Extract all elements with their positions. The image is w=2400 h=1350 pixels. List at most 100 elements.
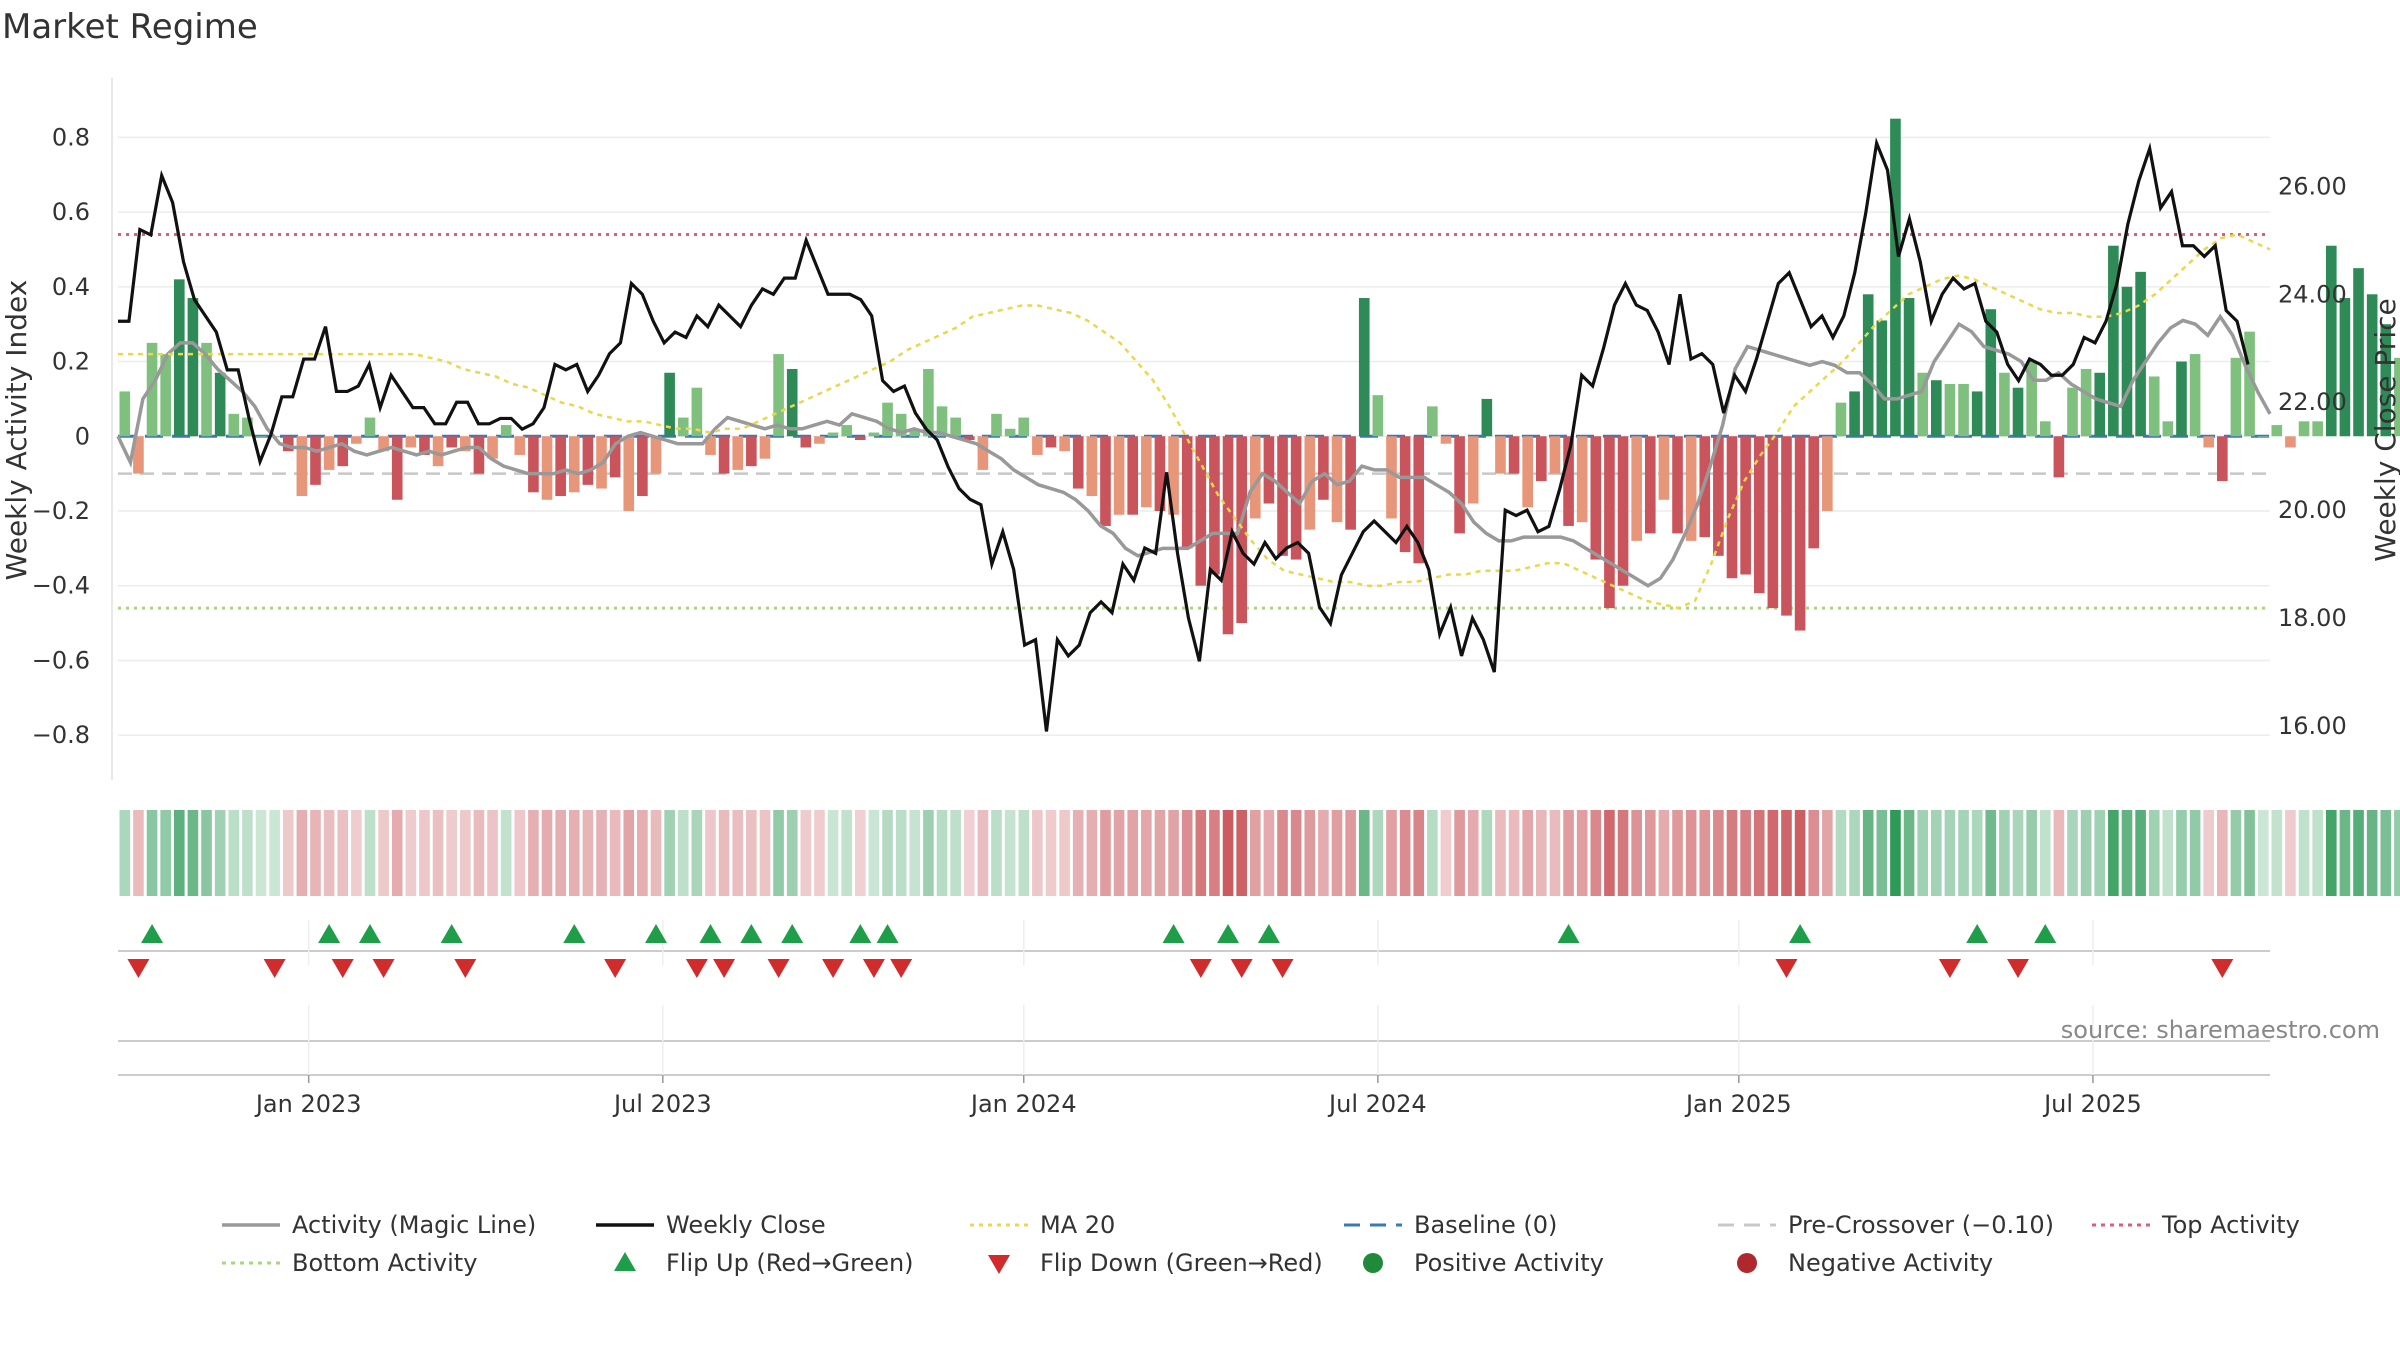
activity-bar: [868, 432, 880, 437]
legend-entry: Bottom Activity: [222, 1249, 477, 1277]
regime-cell: [2121, 810, 2133, 896]
activity-bar: [419, 436, 430, 455]
regime-cell: [2026, 810, 2037, 896]
regime-cell: [1018, 810, 1030, 896]
regime-cell: [1862, 810, 1874, 896]
activity-bar: [528, 436, 539, 493]
activity-bar: [582, 436, 594, 485]
activity-bar: [146, 342, 158, 437]
regime-cell: [541, 810, 553, 896]
flip-up-marker: [1257, 924, 1280, 943]
regime-cell: [2039, 810, 2051, 896]
activity-bar: [323, 436, 335, 470]
activity-bar: [2080, 369, 2092, 437]
activity-bar: [1072, 436, 1084, 489]
y-tick-label: −0.4: [32, 572, 90, 600]
activity-bar: [1903, 298, 1915, 437]
regime-cell: [2312, 810, 2323, 896]
y-tick-label: 0.6: [52, 198, 90, 226]
regime-cell: [1617, 810, 1629, 896]
activity-bar: [1440, 436, 1452, 444]
regime-cell: [1358, 810, 1370, 896]
source-label: source: sharemaestro.com: [2061, 1016, 2380, 1044]
x-tick-label: Jan 2024: [969, 1090, 1077, 1118]
activity-bar: [1059, 436, 1070, 452]
activity-bar: [2121, 286, 2133, 437]
regime-cell: [637, 810, 648, 896]
activity-bar: [2366, 294, 2378, 437]
activity-bar: [2380, 324, 2392, 437]
flip-up-marker: [781, 924, 804, 943]
regime-cell: [677, 810, 689, 896]
regime-cell: [1277, 810, 1288, 896]
regime-cell: [909, 810, 921, 896]
activity-bar: [1127, 436, 1139, 515]
activity-bar: [1209, 436, 1220, 575]
y2-tick-label: 26.00: [2278, 172, 2347, 200]
activity-bar: [1753, 436, 1765, 594]
flip-down-marker: [1775, 959, 1798, 978]
activity-bar: [1386, 436, 1397, 519]
legend-label: Activity (Magic Line): [292, 1211, 536, 1239]
regime-cell: [391, 810, 403, 896]
activity-bar: [500, 425, 512, 437]
y-tick-label: 0.8: [52, 123, 90, 151]
regime-cell: [2271, 810, 2283, 896]
activity-bar: [2012, 387, 2024, 437]
regime-cell: [800, 810, 812, 896]
regime-cell: [2203, 810, 2215, 896]
activity-bar: [228, 413, 240, 437]
regime-cell: [405, 810, 417, 896]
activity-bar: [1617, 436, 1629, 586]
regime-cell: [1631, 810, 1642, 896]
legend-entry: Weekly Close: [596, 1211, 826, 1239]
flip-down-marker: [1271, 959, 1294, 978]
flip-up-marker: [2034, 924, 2057, 943]
regime-cell: [255, 810, 267, 896]
regime-cell: [1318, 810, 1329, 896]
activity-bar: [1808, 436, 1820, 549]
flip-up-marker: [849, 924, 872, 943]
regime-cell: [1835, 810, 1847, 896]
regime-cell: [1072, 810, 1084, 896]
regime-cell: [991, 810, 1002, 896]
regime-cell: [705, 810, 716, 896]
activity-bar: [1944, 383, 1956, 437]
regime-cell: [378, 810, 389, 896]
regime-cell: [2162, 810, 2174, 896]
flip-up-marker: [699, 924, 722, 943]
activity-bar: [732, 436, 744, 470]
regime-cell: [1113, 810, 1125, 896]
regime-cell: [432, 810, 444, 896]
activity-bar: [637, 436, 648, 497]
activity-bar: [1958, 383, 1969, 437]
flip-down-marker: [1230, 959, 1253, 978]
activity-bar: [2257, 436, 2269, 438]
regime-cell: [528, 810, 539, 896]
regime-cell: [2380, 810, 2392, 896]
activity-bar: [173, 279, 185, 437]
regime-cell: [2285, 810, 2296, 896]
activity-bar: [405, 436, 417, 448]
regime-cell: [2339, 810, 2351, 896]
y-tick-label: −0.2: [32, 497, 90, 525]
regime-cell: [555, 810, 566, 896]
activity-bar: [1604, 436, 1615, 609]
legend-label: Negative Activity: [1788, 1249, 1993, 1277]
activity-bar: [187, 298, 199, 437]
activity-bar: [1427, 406, 1438, 437]
regime-cell: [691, 810, 703, 896]
activity-bar: [2394, 357, 2400, 437]
regime-cell: [2108, 810, 2119, 896]
regime-cell: [351, 810, 362, 896]
activity-bar: [364, 417, 376, 437]
legend-entry: Top Activity: [2092, 1211, 2300, 1239]
regime-cell: [2298, 810, 2310, 896]
legend-entry: MA 20: [970, 1211, 1115, 1239]
regime-cell: [1481, 810, 1493, 896]
regime-cell: [1032, 810, 1043, 896]
activity-bar: [2189, 354, 2201, 437]
regime-cell: [718, 810, 730, 896]
activity-bar: [854, 436, 866, 440]
